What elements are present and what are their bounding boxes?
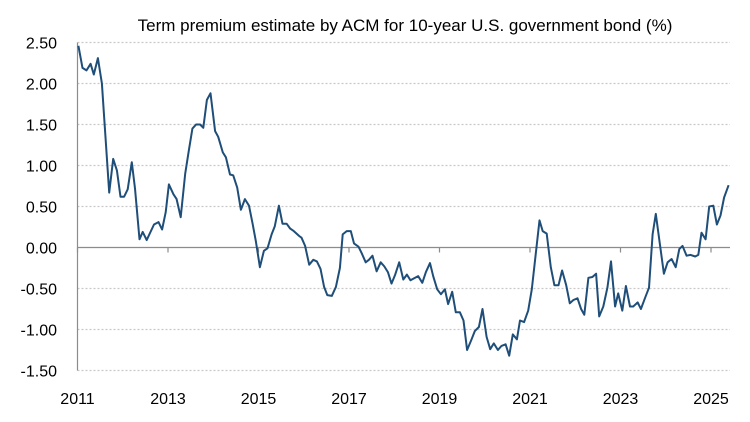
gridlines: [77, 41, 730, 372]
x-axis-labels: 2011 2013 2015 2017 2019 2021 2023 2025: [60, 391, 729, 408]
x-tick-label: 2013: [150, 391, 186, 408]
y-tick-label: 1.50: [26, 118, 57, 135]
y-tick-label: -0.50: [21, 282, 58, 299]
x-tick-label: 2011: [60, 391, 95, 408]
x-tick-label: 2019: [422, 391, 458, 408]
y-axis-labels: 2.50 2.00 1.50 1.00 0.50 0.00 -0.50 -1.00 -1.50: [21, 36, 58, 381]
y-tick-label: 2.00: [26, 77, 57, 94]
series-line-term-premium: [77, 45, 730, 357]
chart-title: Term premium estimate by ACM for 10-year…: [138, 16, 673, 35]
x-tick-label: 2015: [241, 391, 277, 408]
series-group: [77, 45, 730, 357]
x-tick-label: 2021: [512, 391, 548, 408]
y-tick-label: 0.00: [26, 241, 57, 258]
y-tick-label: -1.50: [21, 364, 58, 381]
x-tick-label: 2025: [693, 391, 729, 408]
y-tick-label: 0.50: [26, 200, 57, 217]
y-tick-label: 2.50: [26, 36, 57, 53]
x-tick-label: 2023: [603, 391, 639, 408]
x-tick-label: 2017: [331, 391, 367, 408]
axes: [76, 42, 730, 371]
y-tick-label: -1.00: [21, 323, 58, 340]
y-tick-label: 1.00: [26, 159, 57, 176]
